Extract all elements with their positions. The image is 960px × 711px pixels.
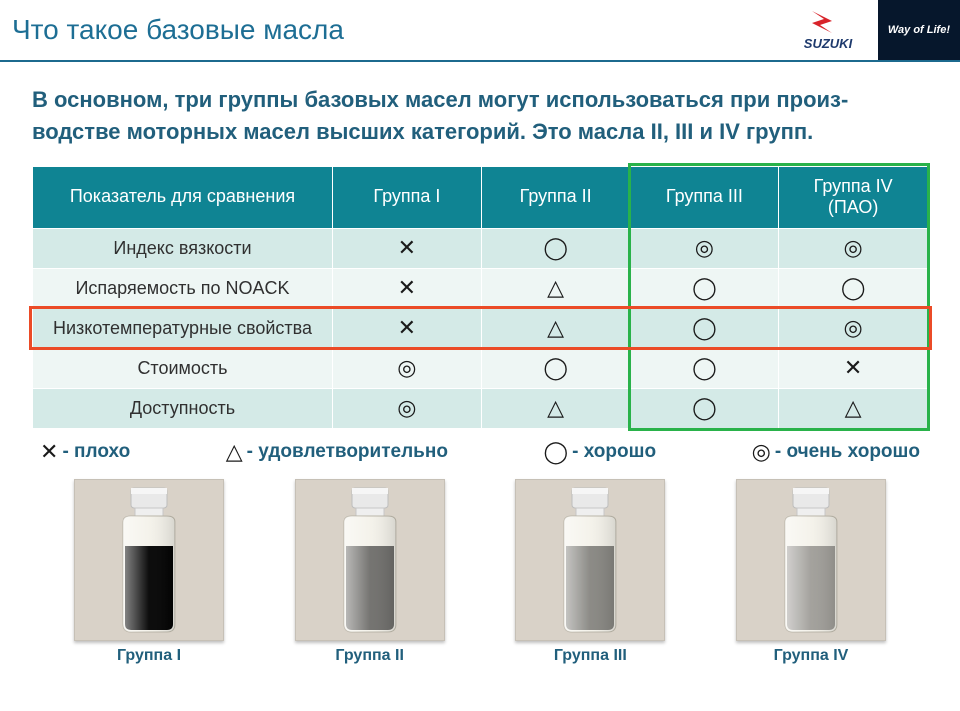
legend-item: ✕- плохо (40, 439, 130, 465)
bottle-column: Группа II (295, 479, 445, 665)
table-row: Испаряемость по NOACK✕△◯◯ (33, 268, 928, 308)
table-row: Низкотемпературные свойства✕△◯◎ (33, 308, 928, 348)
legend-symbol: ✕ (40, 439, 58, 465)
bottle-column: Группа III (515, 479, 665, 665)
header-right: SUZUKI Way of Life! (778, 0, 960, 60)
intro-text: В основном, три группы базовых масел мог… (0, 62, 960, 156)
col-header: Группа I (333, 166, 482, 228)
legend-symbol: △ (226, 439, 243, 465)
slide-header: Что такое базовые масла SUZUKI Way of Li… (0, 0, 960, 62)
bottle-image (515, 479, 665, 641)
bottle-image (736, 479, 886, 641)
comparison-table: Показатель для сравнения Группа I Группа… (32, 166, 928, 429)
legend-item: ◎- очень хорошо (752, 439, 920, 465)
table-header-row: Показатель для сравнения Группа I Группа… (33, 166, 928, 228)
cell-symbol: ◎ (333, 388, 482, 428)
bottle-caption: Группа III (515, 647, 665, 665)
cell-symbol: ◯ (481, 348, 630, 388)
slide-title: Что такое базовые масла (12, 14, 344, 46)
cell-symbol: △ (779, 388, 928, 428)
table-row: Стоимость◎◯◯✕ (33, 348, 928, 388)
legend-symbol: ◯ (543, 439, 568, 465)
bottle-caption: Группа IV (736, 647, 886, 665)
cell-symbol: ✕ (779, 348, 928, 388)
brand-wordmark: SUZUKI (804, 36, 853, 51)
legend: ✕- плохо△- удовлетворительно◯- хорошо◎- … (40, 439, 920, 465)
bottle-image (74, 479, 224, 641)
col-header: Группа III (630, 166, 779, 228)
row-label: Стоимость (33, 348, 333, 388)
bottle-caption: Группа II (295, 647, 445, 665)
cell-symbol: ◯ (481, 228, 630, 268)
col-header: Группа IV(ПАО) (779, 166, 928, 228)
cell-symbol: ◯ (630, 268, 779, 308)
bottle-row: Группа I Группа II (74, 479, 886, 665)
table-row: Индекс вязкости✕◯◎◎ (33, 228, 928, 268)
col-header: Группа II (481, 166, 630, 228)
cell-symbol: ◎ (630, 228, 779, 268)
table-row: Доступность◎△◯△ (33, 388, 928, 428)
row-label: Испаряемость по NOACK (33, 268, 333, 308)
row-label: Доступность (33, 388, 333, 428)
cell-symbol: ✕ (333, 308, 482, 348)
cell-symbol: △ (481, 308, 630, 348)
cell-symbol: ◯ (630, 388, 779, 428)
legend-item: ◯- хорошо (543, 439, 656, 465)
comparison-table-zone: Показатель для сравнения Группа I Группа… (32, 166, 928, 429)
brand-logo: SUZUKI (778, 0, 878, 60)
row-label: Индекс вязкости (33, 228, 333, 268)
legend-text: - удовлетворительно (247, 441, 448, 463)
legend-item: △- удовлетворительно (226, 439, 448, 465)
brand-slogan: Way of Life! (878, 0, 960, 60)
cell-symbol: ◯ (779, 268, 928, 308)
cell-symbol: △ (481, 388, 630, 428)
cell-symbol: ◎ (779, 228, 928, 268)
cell-symbol: ✕ (333, 268, 482, 308)
cell-symbol: ◎ (779, 308, 928, 348)
cell-symbol: ✕ (333, 228, 482, 268)
row-label: Низкотемпературные свойства (33, 308, 333, 348)
bottle-column: Группа I (74, 479, 224, 665)
legend-symbol: ◎ (752, 439, 771, 465)
bottle-caption: Группа I (74, 647, 224, 665)
bottle-column: Группа IV (736, 479, 886, 665)
cell-symbol: △ (481, 268, 630, 308)
bottle-image (295, 479, 445, 641)
cell-symbol: ◯ (630, 348, 779, 388)
col-header: Показатель для сравнения (33, 166, 333, 228)
legend-text: - хорошо (572, 441, 656, 463)
legend-text: - очень хорошо (775, 441, 920, 463)
legend-text: - плохо (62, 441, 130, 463)
cell-symbol: ◯ (630, 308, 779, 348)
cell-symbol: ◎ (333, 348, 482, 388)
